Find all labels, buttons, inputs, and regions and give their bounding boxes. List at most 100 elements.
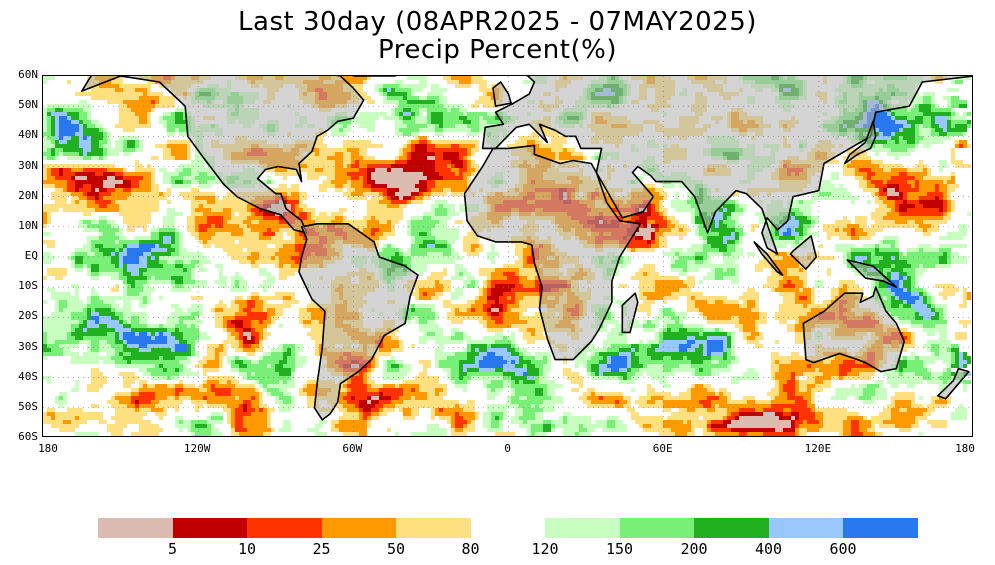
anomaly-cell: [351, 180, 363, 184]
anomaly-cell: [791, 416, 795, 420]
anomaly-cell: [167, 368, 175, 372]
anomaly-cell: [195, 264, 203, 268]
anomaly-cell: [847, 284, 859, 288]
anomaly-cell: [223, 340, 239, 344]
anomaly-cell: [687, 260, 695, 264]
anomaly-cell: [863, 188, 879, 192]
anomaly-cell: [919, 132, 931, 136]
anomaly-cell: [947, 116, 951, 120]
anomaly-cell: [887, 308, 915, 312]
anomaly-cell: [351, 388, 367, 392]
anomaly-cell: [607, 204, 615, 208]
anomaly-cell: [115, 408, 135, 412]
anomaly-cell: [83, 256, 111, 260]
anomaly-cell: [295, 360, 307, 364]
anomaly-cell: [875, 144, 883, 148]
anomaly-cell: [695, 252, 707, 256]
anomaly-cell: [699, 228, 711, 232]
anomaly-cell: [927, 332, 935, 336]
anomaly-cell: [467, 252, 479, 256]
anomaly-cell: [131, 396, 155, 400]
anomaly-cell: [739, 204, 747, 208]
anomaly-cell: [511, 324, 555, 328]
anomaly-cell: [951, 416, 967, 420]
anomaly-cell: [423, 240, 435, 244]
anomaly-cell: [899, 284, 903, 288]
anomaly-cell: [459, 404, 475, 408]
anomaly-cell: [683, 268, 687, 272]
anomaly-cell: [219, 272, 223, 276]
anomaly-cell: [691, 220, 695, 224]
anomaly-cell: [263, 320, 271, 324]
anomaly-cell: [847, 372, 859, 376]
anomaly-cell: [67, 256, 71, 260]
anomaly-cell: [803, 280, 807, 284]
anomaly-cell: [831, 376, 839, 380]
anomaly-cell: [127, 144, 135, 148]
anomaly-cell: [343, 156, 351, 160]
anomaly-cell: [463, 240, 479, 244]
anomaly-cell: [871, 148, 891, 152]
anomaly-cell: [855, 396, 859, 400]
anomaly-cell: [491, 280, 519, 284]
anomaly-cell: [943, 368, 947, 372]
anomaly-cell: [431, 188, 443, 192]
anomaly-cell: [427, 292, 435, 296]
anomaly-cell: [471, 348, 475, 352]
anomaly-cell: [75, 416, 79, 420]
anomaly-cell: [939, 196, 943, 200]
anomaly-cell: [451, 76, 471, 80]
anomaly-cell: [151, 256, 155, 260]
anomaly-cell: [463, 112, 467, 116]
anomaly-cell: [111, 416, 143, 420]
anomaly-cell: [451, 160, 463, 164]
anomaly-cell: [403, 116, 411, 120]
anomaly-cell: [235, 384, 255, 388]
anomaly-cell: [303, 208, 315, 212]
anomaly-cell: [771, 356, 835, 360]
anomaly-cell: [271, 348, 283, 352]
anomaly-cell: [891, 176, 915, 180]
anomaly-cell: [875, 172, 899, 176]
anomaly-cell: [883, 180, 887, 184]
anomaly-cell: [659, 308, 663, 312]
anomaly-cell: [223, 348, 227, 352]
anomaly-cell: [127, 228, 135, 232]
anomaly-cell: [463, 248, 471, 252]
anomaly-cell: [95, 188, 99, 192]
anomaly-cell: [663, 184, 675, 188]
anomaly-cell: [511, 400, 543, 404]
anomaly-cell: [43, 132, 51, 136]
anomaly-cell: [603, 324, 607, 328]
anomaly-cell: [331, 404, 343, 408]
anomaly-cell: [671, 204, 691, 208]
anomaly-cell: [811, 192, 819, 196]
anomaly-cell: [795, 388, 799, 392]
anomaly-cell: [947, 196, 951, 200]
anomaly-cell: [231, 300, 235, 304]
anomaly-cell: [155, 100, 159, 104]
anomaly-cell: [695, 212, 699, 216]
anomaly-cell: [127, 196, 167, 200]
anomaly-cell: [415, 120, 427, 124]
anomaly-cell: [403, 284, 435, 288]
anomaly-cell: [951, 176, 955, 180]
anomaly-cell: [903, 276, 907, 280]
anomaly-cell: [207, 380, 219, 384]
anomaly-cell: [479, 244, 483, 248]
anomaly-cell: [947, 132, 963, 136]
anomaly-cell: [319, 212, 327, 216]
anomaly-cell: [251, 296, 259, 300]
anomaly-cell: [391, 400, 403, 404]
anomaly-cell: [175, 156, 187, 160]
anomaly-cell: [795, 212, 803, 216]
anomaly-cell: [43, 156, 47, 160]
anomaly-cell: [347, 188, 355, 192]
anomaly-cell: [483, 292, 487, 296]
anomaly-cell: [267, 364, 271, 368]
anomaly-cell: [411, 292, 419, 296]
anomaly-cell: [915, 116, 923, 120]
anomaly-cell: [679, 316, 687, 320]
anomaly-cell: [207, 376, 235, 380]
anomaly-cell: [871, 216, 883, 220]
